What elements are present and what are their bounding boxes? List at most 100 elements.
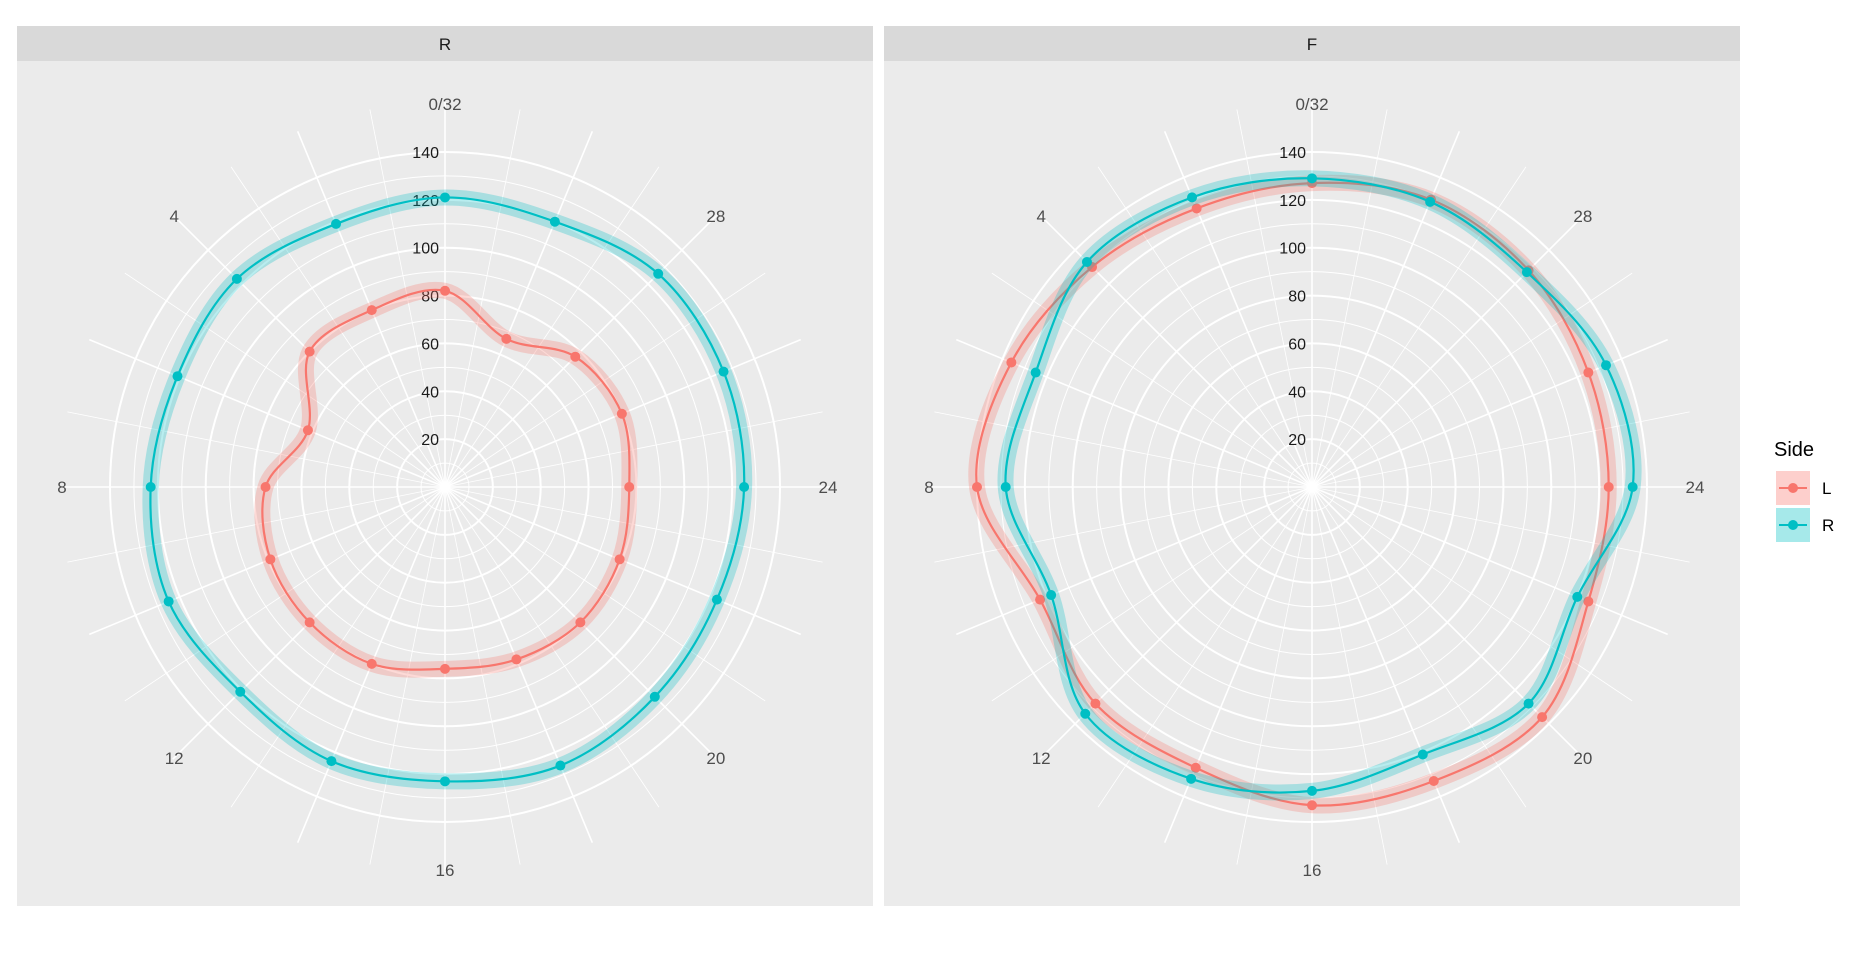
r-tick-label: 60 [1288,336,1306,353]
data-point [1191,203,1202,214]
theta-tick-label: 24 [1686,478,1705,497]
data-point [1417,749,1428,760]
grid-spoke-minor [444,486,766,702]
strip-background [884,26,1740,61]
strip-label: F [1307,35,1317,54]
grid-spoke-minor [124,272,446,488]
data-point [145,482,156,492]
data-point [1521,267,1532,278]
grid-spoke-minor [991,272,1313,488]
theta-tick-label: 28 [1573,207,1592,226]
theta-tick-label: 16 [1303,861,1322,880]
data-point [366,305,377,316]
theta-tick-label: 12 [165,749,184,768]
data-point [366,658,377,669]
grid-spoke-minor [1311,486,1690,563]
data-point [1307,785,1317,796]
legend-entry-L: L [1776,471,1831,505]
grid-spoke-minor [1311,486,1388,865]
grid-spoke-major [1311,131,1461,488]
data-point [1603,482,1614,492]
data-point [1428,776,1439,787]
data-point [1572,591,1583,602]
theta-tick-label: 20 [1573,749,1592,768]
r-tick-label: 80 [1288,289,1306,306]
data-point [440,192,450,203]
data-point [501,333,512,344]
panel-F: F 20 40 60 80 100 120 140 0/32 4 8 12 16 20 24 28 [884,26,1740,906]
grid-spoke-major [444,214,718,488]
grid-spoke-minor [934,411,1313,488]
r-tick-label: 100 [1279,241,1306,258]
data-point [1425,196,1436,207]
data-point [1080,708,1091,719]
grid-spoke-minor [991,486,1313,702]
legend-key-point [1788,520,1798,530]
data-point [231,273,242,284]
data-point [616,408,627,419]
grid-spoke-minor [1236,109,1313,488]
theta-tick-label: 28 [706,207,725,226]
data-point [1006,357,1017,368]
data-point [649,691,660,702]
grid-spoke-minor [1311,109,1388,488]
theta-tick-label: 0/32 [428,95,461,114]
data-point [570,351,581,362]
theta-tick-label: 0/32 [1295,95,1328,114]
data-point [260,482,271,492]
r-tick-label: 120 [1279,193,1306,210]
panels: R 20 40 60 80 100 120 140 0/32 4 8 12 16 20 24 28 F 20 40 6… [17,26,1740,906]
grid-spoke-minor [1236,486,1313,865]
grid-spoke-minor [1311,166,1527,488]
data-point [1035,594,1046,605]
data-point [555,760,566,771]
data-point [440,776,450,787]
data-point [1583,596,1594,607]
data-point [1046,590,1057,601]
grid-spoke-minor [1097,166,1313,488]
r-tick-label: 40 [421,384,439,401]
grid-spoke-minor [369,109,446,488]
grid-spoke-minor [444,166,660,488]
data-point [653,268,664,279]
data-point [511,654,522,665]
r-tick-label: 100 [412,241,439,258]
grid-spoke-major [1163,131,1313,488]
theta-tick-label: 24 [819,478,838,497]
data-point [614,554,625,565]
theta-tick-label: 8 [924,478,933,497]
legend-label: R [1822,516,1834,535]
data-point [1601,360,1612,371]
data-point [1523,698,1534,709]
data-point [972,482,982,492]
data-point [440,285,450,296]
legend-label: L [1822,479,1831,498]
data-point [739,482,750,492]
data-point [331,218,342,229]
data-point [1307,173,1317,184]
grid-spoke-minor [444,486,521,865]
legend: Side LR [1774,439,1834,542]
data-point [1583,367,1594,378]
data-point [326,756,337,767]
grid-spoke-minor [1311,272,1633,488]
data-point [1187,192,1198,203]
legend-entry-R: R [1776,508,1834,542]
data-point [624,482,635,492]
grid-spoke-minor [444,411,823,488]
series-R [997,170,1642,801]
grid-spoke-major [444,486,594,843]
grid-spoke-minor [369,486,446,865]
data-point [1000,482,1011,492]
strip-label: R [439,35,451,54]
legend-key-point [1788,483,1798,493]
theta-tick-label: 12 [1032,749,1051,768]
grid-spoke-minor [67,411,446,488]
data-point [711,594,722,605]
data-point [304,617,315,628]
data-point [304,346,315,357]
data-point [440,663,450,674]
r-tick-label: 40 [1288,384,1306,401]
